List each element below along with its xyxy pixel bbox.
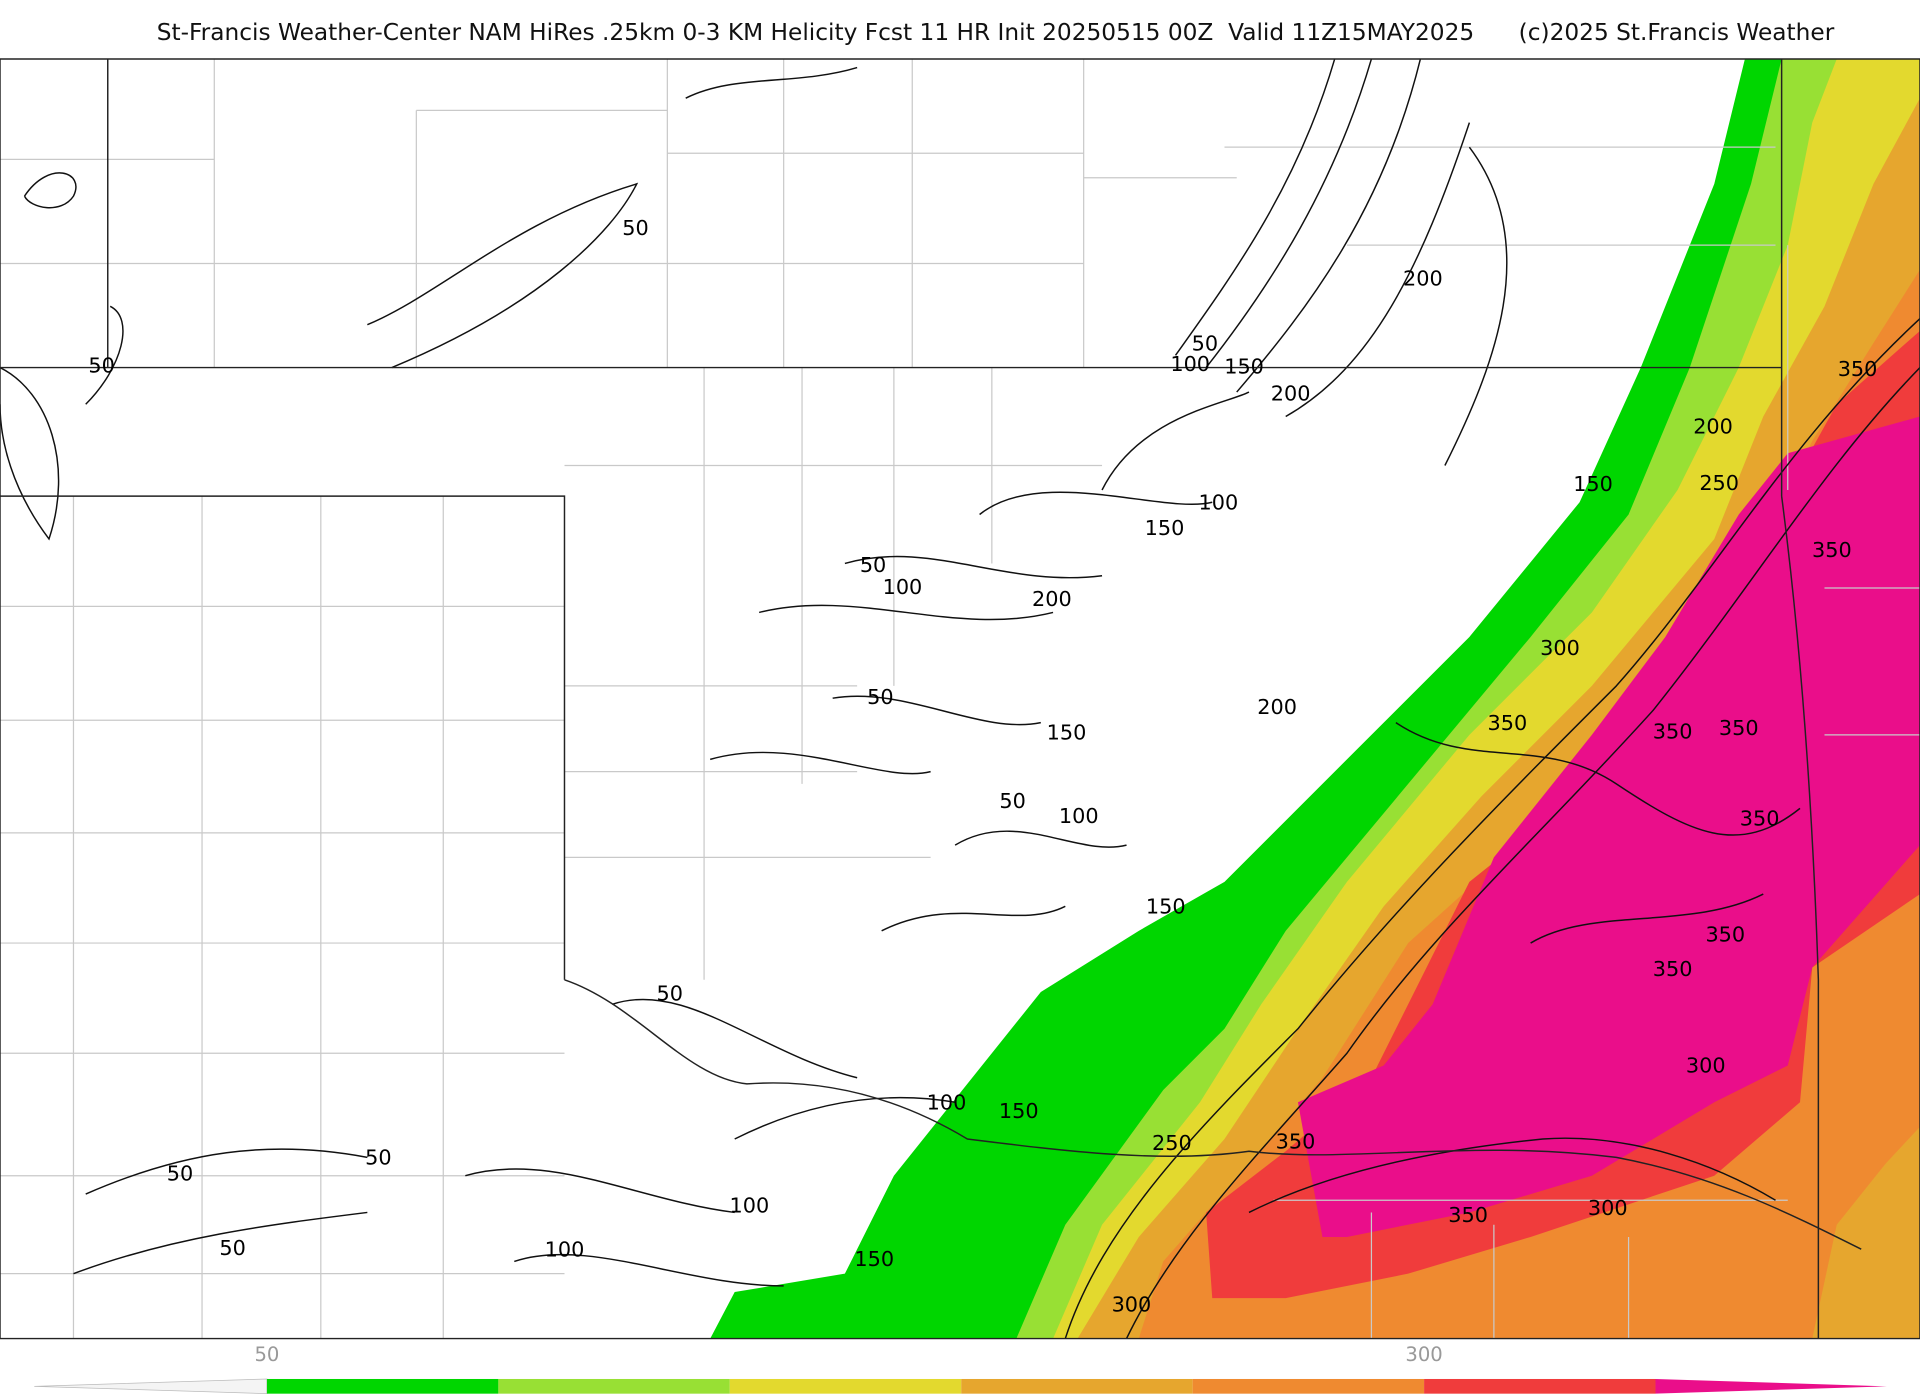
- copyright: (c)2025 St.Francis Weather: [1519, 19, 1835, 46]
- contour-label: 50: [657, 981, 683, 1005]
- contour-label: 350: [1812, 538, 1852, 562]
- colorbar: 50 300: [34, 1343, 1887, 1395]
- contour-label: 50: [860, 553, 886, 577]
- colorbar-segment: [1655, 1378, 1887, 1394]
- contour-label: 350: [1653, 719, 1693, 743]
- colorbar-tick-label: 300: [1405, 1343, 1442, 1366]
- contour-label: 50: [999, 789, 1025, 813]
- county-line: [0, 58, 1920, 1339]
- contour-label: 150: [1573, 472, 1613, 496]
- contour-label: 200: [1271, 381, 1311, 405]
- contour-label: 350: [1705, 923, 1745, 947]
- colorbar-extend-low: [34, 1378, 268, 1395]
- contour-label: 300: [1112, 1293, 1152, 1317]
- colorbar-segment: [729, 1378, 962, 1394]
- contour-label: 200: [1257, 695, 1297, 719]
- contour-label: 150: [1047, 721, 1087, 745]
- colorbar-segment: [1192, 1378, 1425, 1394]
- contour-label: 250: [1699, 471, 1739, 495]
- contour-label: 300: [1540, 636, 1580, 660]
- contour-label: 100: [927, 1090, 967, 1114]
- contour-label: 50: [1192, 331, 1218, 355]
- state-line: [0, 58, 1920, 1340]
- contour-label: 350: [1740, 806, 1780, 830]
- contour-label: 100: [883, 575, 923, 599]
- contour-label: 150: [1224, 355, 1264, 379]
- contour-label: 150: [1145, 516, 1185, 540]
- contour-label: 350: [1448, 1203, 1488, 1227]
- contour-label: 100: [1170, 352, 1210, 376]
- contour-label: 300: [1686, 1054, 1726, 1078]
- contour-label: 100: [1199, 490, 1239, 514]
- contour-label: 200: [1693, 415, 1733, 439]
- contour-label: 350: [1276, 1130, 1316, 1154]
- contour-label: 100: [730, 1193, 770, 1217]
- contour-label: 200: [1403, 266, 1443, 290]
- helicity-band: [1812, 1126, 1920, 1339]
- contour-label: 350: [1838, 357, 1878, 381]
- contour-label: 100: [545, 1237, 585, 1261]
- contour-label: 50: [88, 353, 114, 377]
- contour-label: 150: [854, 1247, 894, 1271]
- contours: [0, 58, 1920, 1339]
- colorbar-segment: [961, 1378, 1193, 1394]
- contour-label: 200: [1032, 587, 1072, 611]
- contour-label: 50: [167, 1161, 193, 1185]
- colorbar-tick-label: 50: [254, 1343, 279, 1366]
- colorbar-segment: [498, 1378, 730, 1394]
- title: St-Francis Weather-Center NAM HiRes .25k…: [157, 19, 1474, 46]
- contour-label: 50: [219, 1236, 245, 1260]
- contour-label: 350: [1653, 957, 1693, 981]
- contour-line: [1064, 318, 1920, 1339]
- contour-label: 250: [1152, 1131, 1192, 1155]
- contour-line: [0, 58, 1508, 1287]
- contour-label: 50: [867, 685, 893, 709]
- contour-label: 150: [999, 1099, 1039, 1123]
- contour-label: 350: [1487, 711, 1527, 735]
- contour-label: 350: [1719, 716, 1759, 740]
- colorbar-segment: [266, 1378, 499, 1394]
- colorbar-segment: [1424, 1378, 1656, 1394]
- helicity-fills: [710, 58, 1920, 1339]
- helicity-band: [1297, 416, 1920, 1237]
- contour-label: 300: [1588, 1196, 1628, 1220]
- county-lines: [0, 58, 1920, 1339]
- contour-label: 150: [1146, 895, 1186, 919]
- state-lines: [0, 58, 1920, 1340]
- contour-label: 50: [622, 216, 648, 240]
- contour-label: 100: [1059, 804, 1099, 828]
- contour-label: 50: [365, 1146, 391, 1170]
